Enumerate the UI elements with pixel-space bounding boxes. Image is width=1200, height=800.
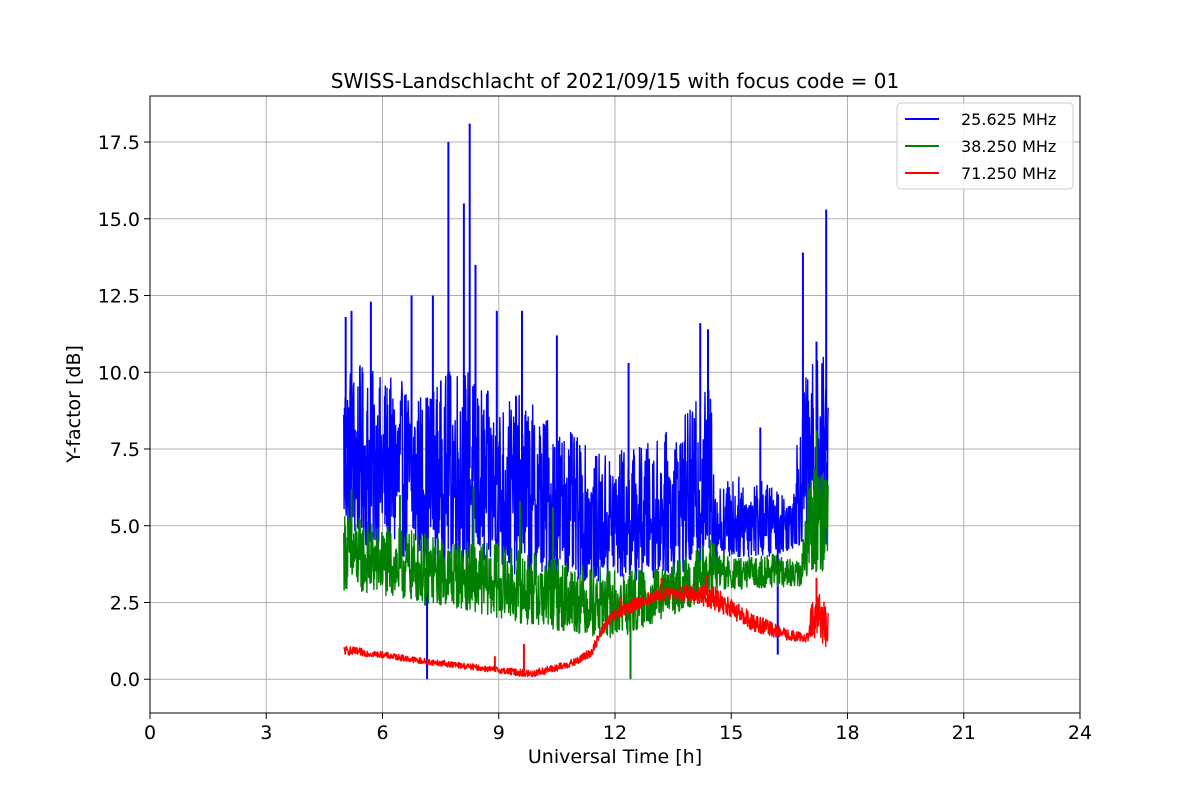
x-tick-label: 6: [376, 722, 388, 744]
y-tick-label: 2.5: [110, 592, 140, 614]
legend-box: [896, 102, 1074, 190]
series-38-250-mhz: [343, 430, 829, 680]
x-tick-label: 21: [952, 722, 976, 744]
series-layer: [343, 123, 829, 680]
x-axis-title: Universal Time [h]: [528, 746, 702, 768]
series-trace: [343, 468, 829, 639]
x-tick-label: 9: [493, 722, 505, 744]
y-tick-label: 12.5: [98, 286, 140, 308]
ticks: 0 3 6 9 12 15 18 21 24 0.0 2.5 5.0 7.5 10.0 12.5 15.0 17…: [98, 132, 1092, 744]
legend-label: 38.250 MHz: [961, 137, 1056, 156]
x-tick-label: 15: [719, 722, 743, 744]
y-tick-label: 17.5: [98, 132, 140, 154]
y-tick-label: 15.0: [98, 209, 140, 231]
series-trace: [343, 584, 829, 678]
x-tick-label: 24: [1068, 722, 1092, 744]
x-tick-label: 12: [603, 722, 627, 744]
x-tick-label: 3: [260, 722, 272, 744]
chart-title: SWISS-Landschlacht of 2021/09/15 with fo…: [331, 69, 899, 93]
y-axis-title: Y-factor [dB]: [63, 345, 85, 464]
y-tick-label: 7.5: [110, 439, 140, 461]
legend-label: 25.625 MHz: [961, 110, 1056, 129]
x-tick-label: 18: [835, 722, 859, 744]
y-tick-label: 5.0: [110, 516, 140, 538]
series-71-250-mhz: [343, 574, 829, 678]
legend-label: 71.250 MHz: [961, 164, 1056, 183]
y-tick-label: 0.0: [110, 669, 140, 691]
legend: 25.625 MHz 38.250 MHz 71.250 MHz: [896, 102, 1074, 190]
x-tick-label: 0: [144, 722, 156, 744]
y-tick-label: 10.0: [98, 362, 140, 384]
